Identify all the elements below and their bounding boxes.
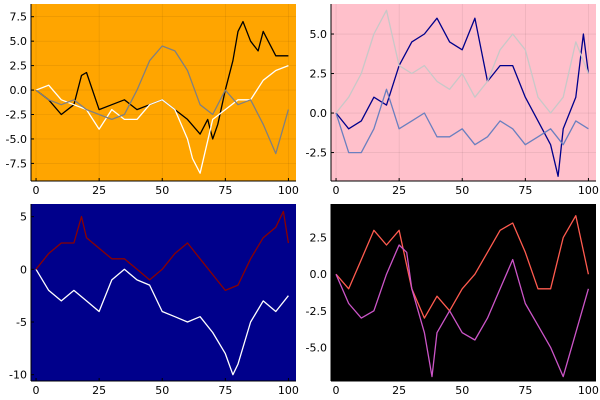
panel-2: 0 25 50 75 100 5.0 2.5 0.0 -2.5 bbox=[306, 4, 599, 197]
panel-3-series-y2-line bbox=[35, 210, 290, 292]
panel-4-x-tick-label-1: 25 bbox=[392, 384, 406, 397]
panel-1-plot-area bbox=[31, 4, 296, 181]
panel-4-x-tick-label-0: 0 bbox=[333, 384, 340, 397]
panel-4: 0 25 50 75 100 2.5 0.0 -2.5 -5.0 bbox=[306, 204, 599, 397]
panel-3-y-tick-label-0: 5 bbox=[20, 211, 27, 224]
panel-3-y-tick-label-1: 0 bbox=[20, 263, 27, 276]
panel-4-y-tick-label-2: -2.5 bbox=[306, 305, 327, 318]
panel-3-x-tick-label-2: 50 bbox=[155, 384, 169, 397]
panel-1-y-tick-label-5: -5.0 bbox=[6, 133, 27, 146]
panel-2-y-tick-label-3: -2.5 bbox=[306, 147, 327, 160]
panel-4-series-y2-line bbox=[335, 244, 590, 378]
panel-3-series-y1-line bbox=[35, 268, 289, 376]
panel-3-x-tick-label-3: 75 bbox=[218, 384, 232, 397]
panel-1-y-tick-label-0: 7.5 bbox=[10, 11, 28, 24]
panel-1-y-tick-label-6: -7.5 bbox=[6, 157, 27, 170]
panel-1-x-tick-label-4: 100 bbox=[278, 184, 299, 197]
panel-4-x-tick-label-4: 100 bbox=[578, 384, 599, 397]
panel-1-x-tick-label-2: 50 bbox=[155, 184, 169, 197]
panel-2-plot-area bbox=[331, 4, 596, 181]
panel-1-x-tick-label-0: 0 bbox=[33, 184, 40, 197]
panel-2-series-y3-line bbox=[335, 88, 589, 154]
panel-2-x-tick-label-3: 75 bbox=[518, 184, 532, 197]
panel-2-y-tick-label-1: 2.5 bbox=[310, 68, 328, 81]
panel-1: 0 25 50 75 100 7.5 5.0 2.5 0.0 -2.5 -5.0 -7.5 bbox=[6, 4, 299, 197]
panel-2-y-tick-label-2: 0.0 bbox=[310, 107, 328, 120]
panel-3-x-tick-label-4: 100 bbox=[278, 384, 299, 397]
panel-1-x-tick-label-1: 25 bbox=[92, 184, 106, 197]
panel-1-series-y2-line bbox=[35, 64, 289, 174]
panel-2-series-y2-line bbox=[335, 9, 590, 114]
panel-1-series-y3-line bbox=[35, 45, 290, 155]
panel-3-y-tick-label-3: -10 bbox=[9, 369, 27, 382]
panel-3-x-tick-label-1: 25 bbox=[92, 384, 106, 397]
panel-2-x-tick-label-4: 100 bbox=[578, 184, 599, 197]
panel-4-y-tick-label-0: 2.5 bbox=[310, 232, 328, 245]
panel-1-series-y1-line bbox=[35, 20, 289, 140]
panel-2-x-tick-label-2: 50 bbox=[455, 184, 469, 197]
panel-1-y-tick-label-1: 5.0 bbox=[10, 35, 28, 48]
panel-4-y-tick-label-1: 0.0 bbox=[310, 268, 328, 281]
panel-3-plot-area bbox=[31, 204, 296, 381]
panel-4-x-tick-label-3: 75 bbox=[518, 384, 532, 397]
panel-2-x-tick-label-0: 0 bbox=[333, 184, 340, 197]
panel-2-y-tick-label-0: 5.0 bbox=[310, 28, 328, 41]
panel-3-x-tick-label-0: 0 bbox=[33, 384, 40, 397]
panel-4-y-tick-label-3: -5.0 bbox=[306, 341, 327, 354]
panel-1-y-tick-label-2: 2.5 bbox=[10, 60, 28, 73]
panel-4-series-y1-line bbox=[335, 215, 590, 319]
panel-1-x-tick-label-3: 75 bbox=[218, 184, 232, 197]
panel-4-x-tick-label-2: 50 bbox=[455, 384, 469, 397]
panel-4-plot-area bbox=[331, 204, 596, 381]
panel-3-y-tick-label-2: -5 bbox=[16, 316, 27, 329]
panel-2-x-tick-label-1: 25 bbox=[392, 184, 406, 197]
panel-1-y-tick-label-4: -2.5 bbox=[6, 109, 27, 122]
panel-1-y-tick-label-3: 0.0 bbox=[10, 84, 28, 97]
